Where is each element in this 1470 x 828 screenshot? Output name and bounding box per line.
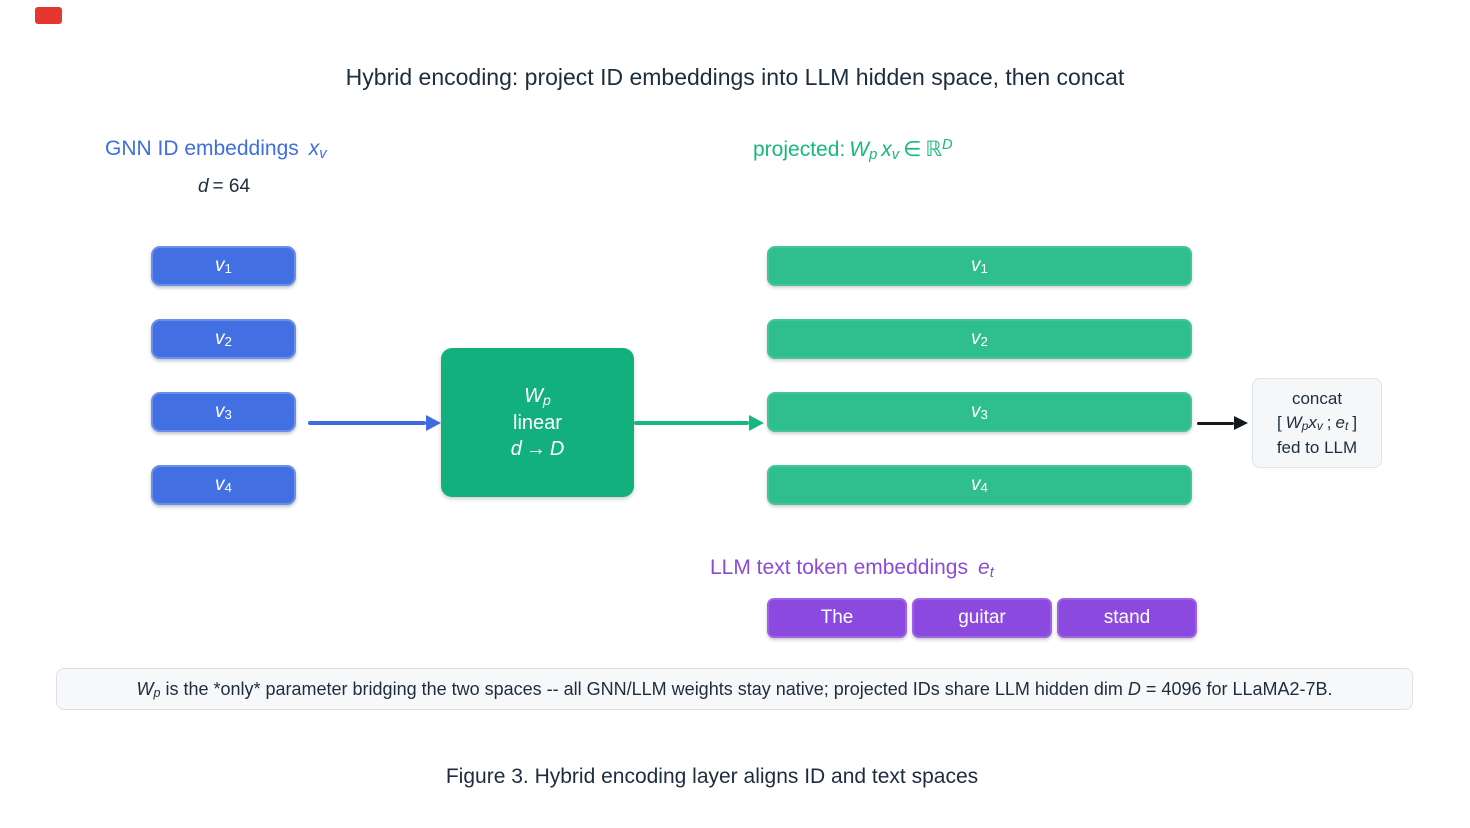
dims-to: D	[549, 438, 565, 460]
green-arrow-head-icon	[749, 415, 764, 431]
projected-label-prefix: projected:	[753, 138, 846, 161]
gnn-embeddings-label-text: GNN ID embeddings	[105, 137, 299, 160]
projected-bar-v3-sub: 3	[980, 407, 988, 423]
element-of-glyph: ∈	[903, 138, 922, 161]
real-space-sup: D	[942, 136, 953, 153]
gnn-box-v3-label: v	[215, 401, 225, 422]
gnn-var-x: x	[308, 137, 320, 160]
projected-w: W	[849, 138, 870, 161]
note-box: Wp is the *only* parameter bridging the …	[56, 668, 1413, 710]
blue-arrow	[308, 415, 441, 431]
projected-bar-v1-sub: 1	[980, 261, 988, 277]
projected-bar-v2-label: v	[971, 328, 981, 349]
black-arrow	[1197, 416, 1248, 430]
concat-open-bracket: [	[1276, 412, 1282, 432]
red-artifact-marker	[35, 7, 62, 24]
dim-value: = 64	[212, 176, 251, 197]
figure-caption: Figure 3. Hybrid encoding layer aligns I…	[445, 765, 979, 788]
note-text1: is the *only* parameter bridging the two…	[160, 678, 1128, 699]
concat-separator: ;	[1326, 412, 1332, 432]
projected-bar-v4-sub: 4	[980, 480, 988, 496]
blue-arrow-shaft	[308, 421, 426, 425]
projected-w-sub: p	[869, 147, 878, 164]
note-text: Wp is the *only* parameter bridging the …	[136, 678, 1333, 701]
token-guitar: guitar	[912, 598, 1052, 638]
dims-from: d	[510, 438, 522, 460]
llm-var-e-sub: t	[989, 565, 994, 582]
projection-dims-label: d → D	[511, 436, 565, 462]
projected-bar-v2-sub: 2	[980, 334, 988, 350]
concat-close-bracket: ]	[1352, 412, 1358, 432]
gnn-box-v2-sub: 2	[224, 334, 232, 350]
concat-w: W	[1285, 412, 1302, 432]
concat-x-sub: v	[1316, 419, 1323, 434]
concat-line3: fed to LLM	[1276, 437, 1358, 457]
gnn-box-v1-label: v	[215, 255, 225, 276]
projection-box: Wp linear d → D	[441, 348, 634, 497]
black-arrow-shaft	[1197, 421, 1234, 425]
concat-w-sub: p	[1301, 419, 1309, 434]
projected-bar-v4-label: v	[971, 474, 981, 495]
concat-line1: concat	[1291, 388, 1343, 408]
projected-bar-v3-label: v	[971, 401, 981, 422]
blue-arrow-head-icon	[426, 415, 441, 431]
real-space-glyph: ℝ	[925, 138, 943, 161]
green-arrow	[634, 415, 764, 431]
gnn-box-v3-sub: 3	[224, 407, 232, 423]
note-text2: = 4096 for LLaMA2-7B.	[1140, 678, 1333, 699]
dim-var-d: d	[197, 176, 209, 197]
wp-var: W	[524, 385, 544, 407]
token-the: The	[767, 598, 907, 638]
projected-x: x	[881, 138, 892, 161]
concat-formula: [Wpxv; et]	[1277, 411, 1357, 436]
gnn-var-x-sub: v	[319, 146, 327, 163]
concat-e-sub: t	[1345, 419, 1349, 434]
projection-type-label: linear	[513, 412, 562, 434]
llm-var-e: e	[978, 556, 990, 579]
projected-x-sub: v	[891, 147, 900, 164]
concat-x: x	[1308, 412, 1317, 432]
projection-wp-label: Wp	[524, 383, 551, 410]
note-d-var: D	[1127, 678, 1141, 699]
wp-sub: p	[543, 392, 551, 409]
note-w-sub: p	[153, 686, 161, 701]
projected-label: projected: Wp xv ∈ ℝD	[753, 136, 953, 164]
black-arrow-head-icon	[1234, 416, 1248, 430]
gnn-embeddings-label: GNN ID embeddings xv	[105, 137, 327, 163]
embedding-dim-label: d = 64	[124, 176, 324, 198]
green-arrow-shaft	[634, 421, 749, 425]
llm-tokens-label: LLM text token embeddings et	[710, 556, 994, 582]
projected-bar-v1-label: v	[971, 255, 981, 276]
gnn-box-v1-sub: 1	[224, 261, 232, 277]
note-w: W	[136, 678, 154, 699]
concat-box: concat [Wpxv; et] fed to LLM	[1252, 378, 1382, 468]
llm-tokens-label-text: LLM text token embeddings	[710, 556, 968, 579]
gnn-box-v2-label: v	[215, 328, 225, 349]
right-arrow-glyph: →	[525, 438, 546, 460]
token-stand: stand	[1057, 598, 1197, 638]
concat-e: e	[1335, 412, 1345, 432]
gnn-box-v4-sub: 4	[224, 480, 232, 496]
figure-title: Hybrid encoding: project ID embeddings i…	[345, 64, 1125, 90]
gnn-box-v4-label: v	[215, 474, 225, 495]
